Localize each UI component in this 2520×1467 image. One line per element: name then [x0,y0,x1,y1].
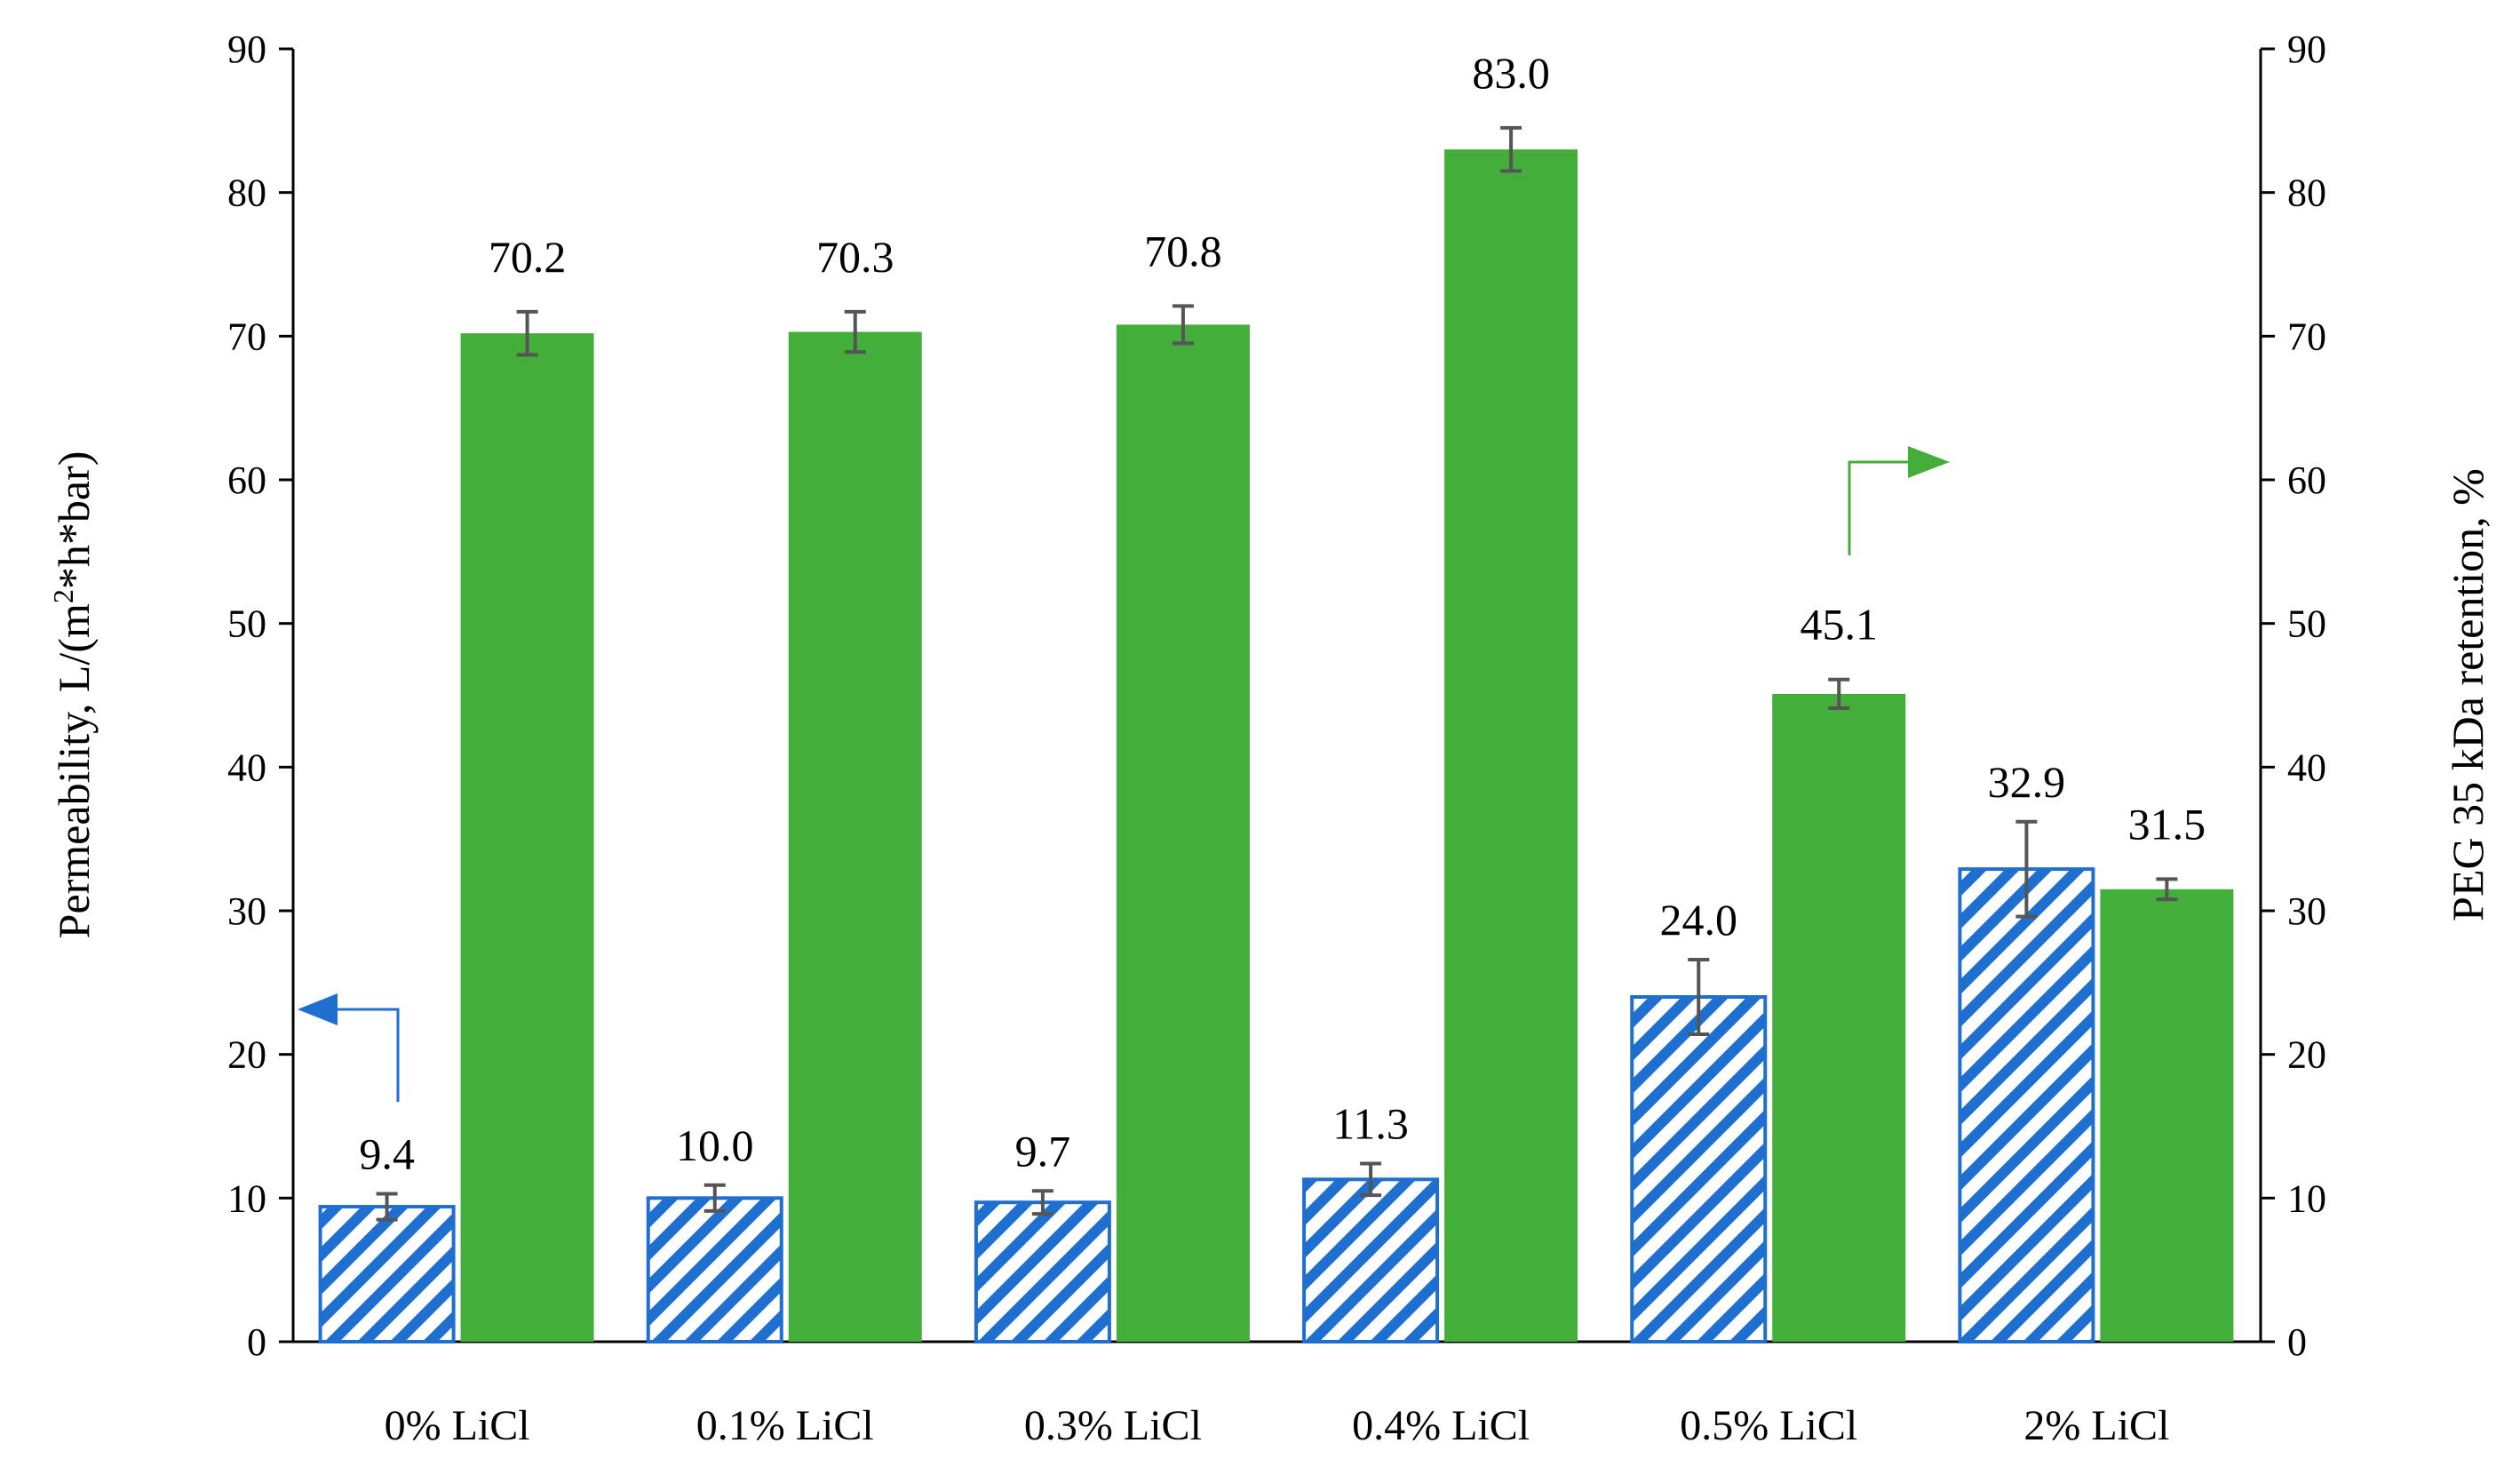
category-label: 0.3% LiCl [1024,1402,1202,1449]
left-ticks-group: 0 10 20 30 40 50 60 70 80 90 [227,28,293,1364]
left-arrow-connector [333,1008,400,1102]
left-axis-arrow [298,993,400,1102]
right-tick-label: 60 [2287,458,2326,502]
retention-bar [1116,324,1250,1342]
left-tick-label: 70 [227,315,266,358]
left-tick-label: 60 [227,458,266,502]
left-tick-label: 40 [227,745,266,789]
permeability-value-label: 9.7 [1015,1126,1071,1176]
left-arrow-head-icon [298,993,338,1025]
permeability-value-label: 9.4 [359,1128,415,1178]
right-tick-label: 10 [2287,1176,2326,1220]
right-tick-label: 0 [2287,1320,2307,1364]
retention-value-label: 70.8 [1144,226,1222,275]
y-axis-title: Permeability, L/(m2*h*bar) [47,451,99,939]
category-label: 2% LiCl [2023,1402,2169,1449]
retention-value-label: 45.1 [1801,600,1879,650]
retention-bar [2100,889,2234,1342]
right-tick-label: 40 [2287,745,2326,789]
retention-bar [1772,693,1906,1342]
left-tick-label: 0 [247,1320,266,1364]
left-tick-label: 80 [227,171,266,215]
category-label: 0.5% LiCl [1680,1402,1857,1449]
right-tick-label: 70 [2287,315,2326,358]
retention-value-label: 83.0 [1472,48,1550,98]
right-tick-label: 30 [2287,889,2326,933]
right-axis-arrow [1848,446,1950,555]
permeability-bar [646,1196,783,1344]
left-tick-label: 10 [227,1176,266,1220]
right-tick-label: 20 [2287,1033,2326,1077]
permeability-value-label: 24.0 [1660,895,1738,945]
category-label: 0.1% LiCl [696,1402,874,1449]
retention-bar [1444,149,1578,1343]
permeability-bar [1630,995,1768,1343]
retention-bar [788,331,922,1342]
retention-bar [460,333,594,1343]
permeability-bar [1958,867,2095,1343]
permeability-bar [1302,1177,1440,1343]
retention-value-label: 70.2 [489,232,567,282]
permeability-bar [318,1205,456,1343]
category-label: 0.4% LiCl [1352,1402,1530,1449]
right-arrow-head-icon [1908,446,1950,478]
left-tick-label: 50 [227,602,266,646]
axes-group [291,49,2262,1343]
right-tick-label: 50 [2287,602,2326,646]
right-tick-label: 90 [2287,28,2326,71]
permeability-bar [974,1200,1111,1344]
permeability-value-label: 32.9 [1988,757,2066,807]
bars-group: 9.4 70.2 10.0 70.3 9.7 70.8 11.3 83.0 24.0 45.1 32… [318,48,2234,1344]
y2-axis-title: PEG 35 kDa retention, % [2443,468,2492,921]
retention-value-label: 31.5 [2128,799,2206,849]
category-label: 0% LiCl [385,1402,530,1449]
retention-value-label: 70.3 [816,232,894,282]
right-ticks-group: 0 10 20 30 40 50 60 70 80 90 [2261,28,2326,1364]
permeability-value-label: 10.0 [676,1120,754,1170]
right-arrow-connector [1848,460,1910,555]
category-labels-group: 0% LiCl 0.1% LiCl 0.3% LiCl 0.4% LiCl 0.5% L… [385,1402,2170,1449]
permeability-value-label: 11.3 [1332,1099,1409,1149]
left-tick-label: 90 [227,28,266,71]
right-tick-label: 80 [2287,171,2326,215]
left-tick-label: 30 [227,889,266,933]
left-tick-label: 20 [227,1033,266,1077]
